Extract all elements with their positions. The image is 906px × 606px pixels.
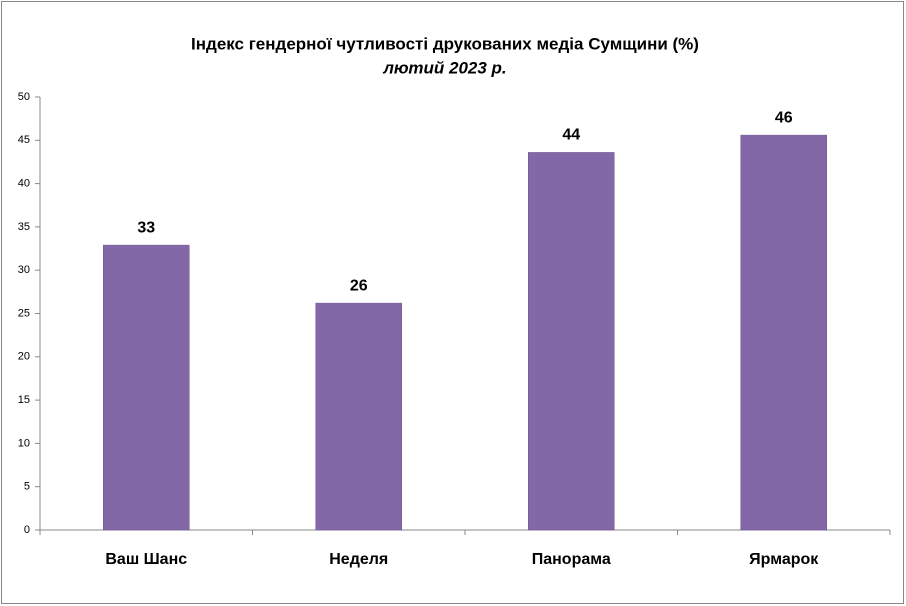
value-label: 46 xyxy=(775,109,793,126)
y-tick-label: 40 xyxy=(18,178,30,190)
x-tick-label: Неделя xyxy=(329,551,388,568)
x-tick-label: Панорама xyxy=(532,551,611,568)
chart-title: Індекс гендерної чутливості друкованих м… xyxy=(191,34,699,53)
x-tick-label: Ваш Шанс xyxy=(105,551,187,568)
y-tick-label: 50 xyxy=(18,91,30,103)
bar xyxy=(103,244,190,531)
x-tick-label: Ярмарок xyxy=(749,551,819,568)
bar xyxy=(315,302,402,531)
value-label: 44 xyxy=(562,127,580,144)
y-tick-label: 5 xyxy=(24,481,30,493)
y-tick-label: 10 xyxy=(18,437,30,449)
y-tick-label: 45 xyxy=(18,134,30,146)
y-tick-label: 20 xyxy=(18,351,30,363)
value-label: 26 xyxy=(350,277,368,294)
y-tick-label: 0 xyxy=(24,524,30,536)
y-tick-label: 35 xyxy=(18,221,30,233)
y-tick-label: 30 xyxy=(18,264,30,276)
bar xyxy=(740,134,827,531)
y-tick-label: 15 xyxy=(18,394,30,406)
value-label: 33 xyxy=(137,219,155,236)
y-tick-label: 25 xyxy=(18,307,30,319)
bar xyxy=(528,152,615,531)
chart-subtitle: лютий 2023 р. xyxy=(382,58,506,77)
